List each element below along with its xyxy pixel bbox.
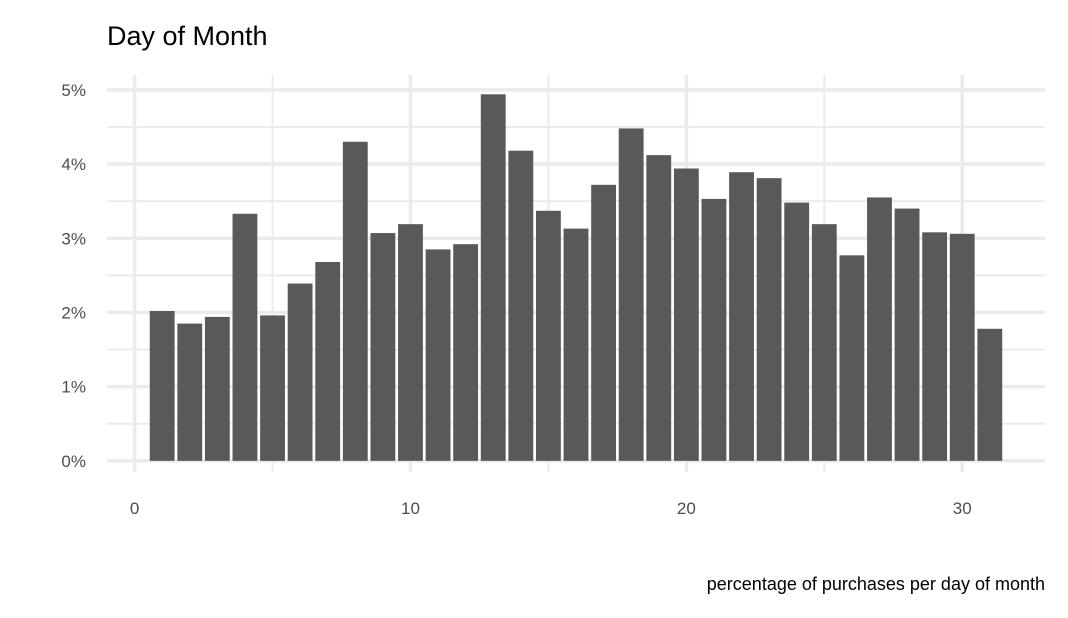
bar-day-3 xyxy=(204,316,230,461)
bar-day-15 xyxy=(535,210,561,461)
x-axis-tick-labels: 0 10 20 30 xyxy=(130,499,972,518)
chart-title: Day of Month xyxy=(107,21,268,51)
bar-day-22 xyxy=(729,172,754,461)
x-tick-label: 0 xyxy=(130,499,139,518)
bar-day-7 xyxy=(315,261,341,461)
x-tick-label: 10 xyxy=(401,499,420,518)
y-tick-label: 3% xyxy=(61,229,86,248)
x-tick-label: 20 xyxy=(677,499,696,518)
bar-day-16 xyxy=(563,228,589,461)
bar-day-6 xyxy=(287,283,313,461)
bar-day-11 xyxy=(425,249,451,461)
bar-day-1 xyxy=(149,310,175,461)
bar-day-14 xyxy=(508,150,534,461)
y-tick-label: 2% xyxy=(61,303,86,322)
bar-day-28 xyxy=(894,208,920,461)
bar-day-26 xyxy=(839,255,865,461)
bars xyxy=(149,94,1003,461)
bar-day-2 xyxy=(177,323,203,461)
bar-day-24 xyxy=(784,202,810,461)
bar-day-12 xyxy=(453,244,479,461)
bar-day-29 xyxy=(922,232,948,461)
bar-day-23 xyxy=(756,178,782,461)
y-tick-label: 4% xyxy=(61,155,86,174)
bar-day-20 xyxy=(673,168,699,461)
bar-day-19 xyxy=(646,155,672,461)
bar-day-21 xyxy=(701,198,727,461)
x-tick-label: 30 xyxy=(953,499,972,518)
bar-day-10 xyxy=(398,224,423,461)
bar-day-31 xyxy=(977,328,1003,461)
bar-day-13 xyxy=(480,94,506,461)
bar-day-18 xyxy=(618,128,644,461)
bar-day-4 xyxy=(232,213,258,461)
bar-day-5 xyxy=(260,315,285,461)
bar-day-8 xyxy=(342,141,368,461)
bar-day-30 xyxy=(949,233,975,461)
bar-day-27 xyxy=(867,197,892,461)
bar-day-25 xyxy=(811,224,837,461)
bar-day-9 xyxy=(370,233,396,461)
y-axis-tick-labels: 0% 1% 2% 3% 4% 5% xyxy=(61,81,86,471)
bar-day-17 xyxy=(591,184,617,461)
y-tick-label: 5% xyxy=(61,81,86,100)
y-tick-label: 0% xyxy=(61,452,86,471)
y-tick-label: 1% xyxy=(61,378,86,397)
x-axis-title: percentage of purchases per day of month xyxy=(707,574,1045,594)
